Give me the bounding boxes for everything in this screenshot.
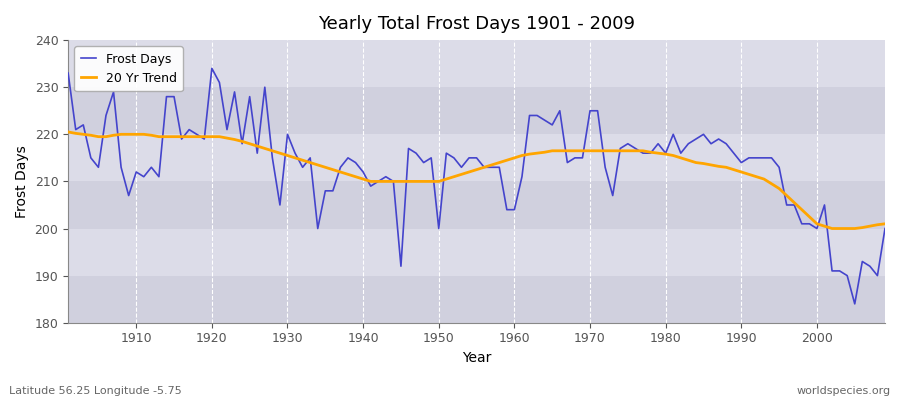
- 20 Yr Trend: [123, 132, 134, 137]
- Text: Latitude 56.25 Longitude -5.75: Latitude 56.25 Longitude -5.75: [9, 386, 182, 396]
- Bar: [68, 228, 885, 276]
- Frost Days: [509, 207, 520, 212]
- Y-axis label: Frost Days: Frost Days: [15, 145, 29, 218]
- Bar: [68, 134, 885, 182]
- Frost Days: [608, 193, 618, 198]
- Legend: Frost Days, 20 Yr Trend: Frost Days, 20 Yr Trend: [75, 46, 183, 91]
- X-axis label: Year: Year: [462, 351, 491, 365]
- Title: Yearly Total Frost Days 1901 - 2009: Yearly Total Frost Days 1901 - 2009: [318, 15, 635, 33]
- Bar: [68, 182, 885, 228]
- 20 Yr Trend: [501, 158, 512, 163]
- Text: worldspecies.org: worldspecies.org: [796, 386, 891, 396]
- Frost Days: [517, 174, 527, 179]
- Bar: [68, 87, 885, 134]
- 20 Yr Trend: [63, 130, 74, 134]
- Frost Days: [343, 156, 354, 160]
- Frost Days: [850, 302, 860, 306]
- Frost Days: [879, 226, 890, 231]
- Frost Days: [63, 71, 74, 76]
- Line: 20 Yr Trend: 20 Yr Trend: [68, 132, 885, 228]
- 20 Yr Trend: [599, 148, 610, 153]
- Bar: [68, 40, 885, 87]
- Line: Frost Days: Frost Days: [68, 68, 885, 304]
- Frost Days: [206, 66, 217, 71]
- 20 Yr Trend: [290, 156, 301, 160]
- 20 Yr Trend: [827, 226, 838, 231]
- Bar: [68, 276, 885, 323]
- Frost Days: [123, 193, 134, 198]
- 20 Yr Trend: [879, 222, 890, 226]
- Frost Days: [297, 165, 308, 170]
- 20 Yr Trend: [335, 170, 346, 174]
- 20 Yr Trend: [509, 156, 520, 160]
